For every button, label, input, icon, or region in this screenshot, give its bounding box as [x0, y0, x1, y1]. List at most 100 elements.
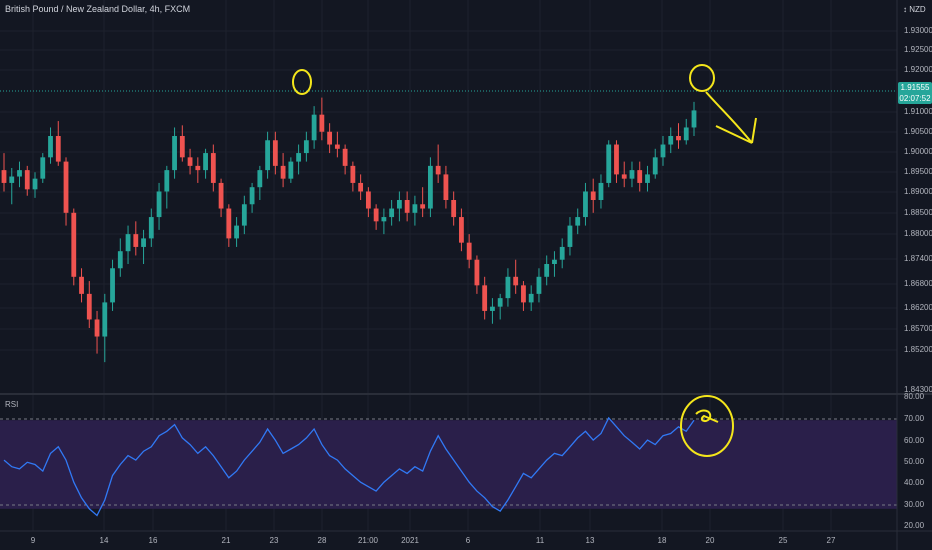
time-tick: 2021 — [401, 536, 419, 545]
candle — [234, 217, 239, 247]
candle — [621, 161, 627, 188]
candle-body — [187, 157, 193, 166]
candle-body — [296, 153, 302, 162]
candle — [614, 140, 619, 183]
candle — [24, 165, 30, 196]
candle — [156, 182, 162, 230]
candle — [435, 144, 441, 183]
price-tick: 1.87400 — [904, 254, 932, 263]
candle — [598, 174, 604, 209]
time-tick: 21 — [221, 536, 231, 545]
candle-body — [451, 200, 457, 218]
candle — [381, 208, 387, 235]
price-tick: 1.88000 — [904, 229, 932, 238]
candle-body — [179, 136, 185, 158]
candle — [210, 144, 216, 192]
rsi-label[interactable]: RSI — [5, 400, 19, 409]
rsi-tick: 50.00 — [904, 457, 925, 466]
candle-body — [203, 153, 208, 171]
annotation-rsi-scribble — [695, 409, 719, 423]
rsi-tick: 30.00 — [904, 500, 925, 509]
candle — [311, 106, 317, 149]
candle — [226, 204, 232, 247]
time-tick: 27 — [826, 536, 836, 545]
candle-body — [319, 114, 325, 132]
candle-body — [172, 136, 177, 171]
candle-body — [48, 136, 53, 158]
currency-label[interactable]: ↕ NZD — [903, 5, 926, 14]
rsi-band — [0, 420, 897, 509]
candle — [389, 200, 395, 226]
candle — [559, 238, 565, 269]
candle — [412, 195, 418, 226]
candle — [9, 168, 15, 205]
time-tick: 16 — [148, 536, 158, 545]
candle — [342, 144, 348, 175]
candle-body — [102, 302, 108, 337]
rsi-line — [3, 416, 695, 517]
candle — [1, 153, 7, 192]
candle — [443, 165, 449, 209]
candle — [528, 285, 534, 311]
candle — [86, 281, 92, 328]
candle — [505, 268, 511, 307]
candle — [350, 161, 356, 192]
candle-body — [342, 148, 348, 166]
candle-body — [141, 238, 146, 247]
candle — [365, 187, 371, 218]
candle-body — [590, 191, 596, 200]
candle-body — [1, 170, 7, 183]
price-tick: 1.93000 — [904, 26, 932, 35]
candle-body — [17, 170, 22, 177]
candle-body — [9, 176, 15, 183]
candle-body — [257, 170, 263, 188]
candle-body — [94, 319, 100, 337]
candle-body — [55, 136, 61, 162]
candle-body — [381, 217, 387, 222]
candle-body — [110, 268, 115, 303]
candle — [373, 204, 379, 230]
candle — [187, 148, 193, 175]
candle — [218, 178, 224, 218]
candle-body — [528, 293, 534, 303]
candle — [683, 118, 689, 145]
candle-body — [404, 200, 410, 213]
candle — [148, 208, 154, 247]
candle — [17, 161, 22, 188]
candle — [288, 157, 294, 183]
candle — [691, 101, 697, 136]
candle-body — [629, 170, 635, 179]
candle — [94, 310, 100, 354]
candle — [513, 259, 519, 294]
candle-body — [125, 234, 131, 252]
candle-body — [435, 165, 441, 175]
candle-body — [521, 285, 526, 303]
rsi-tick: 70.00 — [904, 414, 925, 423]
annotations — [292, 64, 757, 457]
candle — [164, 165, 170, 209]
candle-body — [32, 178, 38, 190]
annotation-peak-circle — [292, 69, 312, 95]
candle-body — [660, 144, 666, 158]
candle-body — [583, 191, 588, 218]
candle — [629, 161, 635, 188]
candle-countdown: 02:07:52 — [899, 94, 931, 103]
time-tick: 21:00 — [357, 536, 379, 545]
candle — [334, 131, 340, 158]
candle — [497, 293, 503, 320]
last-price-tag: 1.91555 02:07:52 — [898, 82, 932, 104]
candle-body — [156, 191, 162, 218]
price-tick: 1.90000 — [904, 147, 932, 156]
candle-body — [536, 276, 542, 294]
candle — [133, 221, 139, 256]
candle-body — [614, 144, 619, 175]
candle — [645, 165, 650, 192]
candle-body — [645, 174, 650, 183]
candle-body — [482, 285, 488, 311]
candle-body — [373, 208, 379, 222]
candle — [327, 123, 333, 154]
candle-body — [598, 182, 604, 200]
candle — [79, 268, 84, 303]
candle-body — [210, 153, 216, 183]
